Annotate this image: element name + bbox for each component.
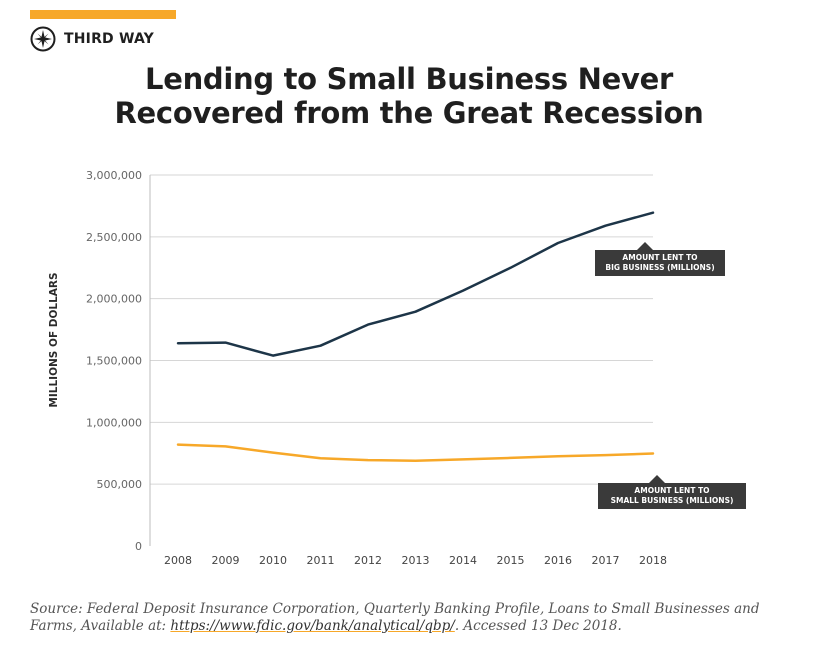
source-link[interactable]: https://www.fdic.gov/bank/analytical/qbp… [170, 618, 455, 634]
callout-pointer [649, 475, 665, 483]
x-tick-label: 2010 [259, 554, 287, 567]
callout-box [598, 483, 746, 509]
x-axis-ticks: 2008 2009 2010 2011 2012 2013 2014 2015 2016 2017… [164, 554, 667, 567]
x-tick-label: 2017 [592, 554, 620, 567]
y-tick-label: 500,000 [97, 478, 143, 491]
source-prefix: Source: Federal Deposit Insurance Corpor… [30, 601, 760, 634]
callout-label-line: BIG BUSINESS (MILLIONS) [605, 263, 714, 272]
callout-label-line: AMOUNT LENT TO [622, 253, 697, 262]
small-business-line [176, 443, 655, 462]
callout-box [595, 250, 725, 276]
x-tick-label: 2018 [639, 554, 667, 567]
y-tick-label: 0 [135, 540, 142, 553]
chart-series [176, 211, 655, 462]
y-tick-label: 1,500,000 [86, 355, 142, 368]
y-tick-label: 3,000,000 [86, 169, 142, 182]
x-tick-label: 2015 [497, 554, 525, 567]
x-tick-label: 2011 [307, 554, 335, 567]
x-tick-label: 2012 [354, 554, 382, 567]
compass-star-icon [30, 26, 56, 52]
callout-label-line: SMALL BUSINESS (MILLIONS) [611, 496, 734, 505]
brand-logo: THIRD WAY [30, 26, 154, 52]
source-suffix: . Accessed 13 Dec 2018. [454, 618, 622, 634]
y-tick-label: 1,000,000 [86, 416, 142, 429]
big-business-line [176, 211, 655, 357]
brand-name: THIRD WAY [64, 31, 154, 47]
brand-accent-bar [30, 10, 176, 19]
x-tick-label: 2009 [212, 554, 240, 567]
callout-label-line: AMOUNT LENT TO [634, 486, 709, 495]
x-tick-label: 2008 [164, 554, 192, 567]
x-tick-label: 2013 [402, 554, 430, 567]
y-axis-ticks: 0 500,000 1,000,000 1,500,000 2,000,000 2,500… [86, 169, 142, 553]
callout-pointer [637, 242, 653, 250]
chart-title: Lending to Small Business Never Recovere… [0, 62, 818, 130]
chart-gridlines [150, 174, 653, 485]
x-tick-label: 2014 [449, 554, 477, 567]
source-note: Source: Federal Deposit Insurance Corpor… [30, 601, 800, 635]
chart-title-line-2: Recovered from the Great Recession [114, 96, 704, 130]
chart-title-line-1: Lending to Small Business Never [145, 62, 673, 96]
y-axis-label: MILLIONS OF DOLLARS [48, 272, 60, 407]
y-tick-label: 2,500,000 [86, 231, 142, 244]
x-tick-label: 2016 [544, 554, 572, 567]
y-tick-label: 2,000,000 [86, 293, 142, 306]
